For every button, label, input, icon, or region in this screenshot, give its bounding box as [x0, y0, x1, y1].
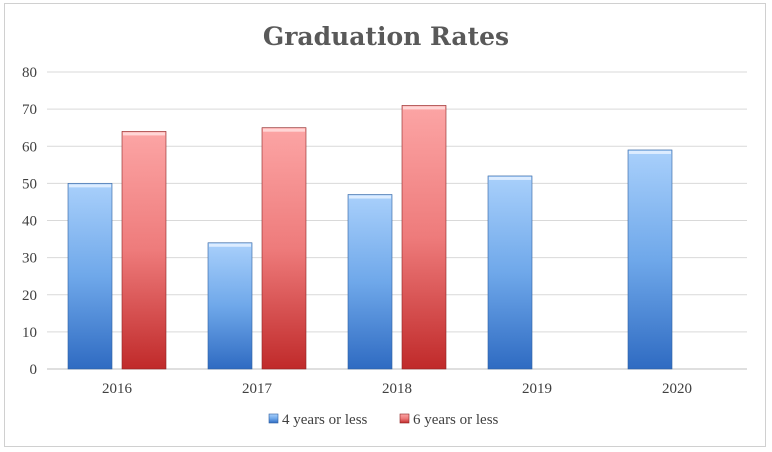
bar-six-year-2016: [121, 131, 167, 370]
x-tick-label: 2016: [102, 381, 133, 397]
x-axis: 2016 2017 2018 2019 2020: [102, 381, 692, 397]
legend: 4 years or less 6 years or less: [268, 412, 499, 428]
bar-top-highlight: [629, 150, 671, 154]
bars: [67, 105, 673, 370]
y-tick-label: 40: [22, 214, 37, 230]
bar-top-highlight: [263, 128, 305, 132]
bar-four-year-2017: [207, 242, 253, 370]
y-tick-label: 60: [22, 139, 37, 155]
y-tick-label: 70: [22, 102, 37, 118]
y-tick-label: 0: [30, 362, 38, 378]
bar-top-highlight: [489, 176, 531, 180]
bar-top-highlight: [403, 106, 445, 110]
bar-top-highlight: [69, 184, 111, 188]
y-tick-label: 20: [22, 288, 37, 304]
chart-title: Graduation Rates: [263, 22, 509, 51]
x-tick-label: 2018: [382, 381, 412, 397]
legend-swatch-six-year: [399, 413, 410, 424]
legend-swatch-four-year: [268, 413, 279, 424]
bar-four-year-2019: [487, 175, 533, 370]
legend-label-six-year: 6 years or less: [413, 412, 499, 428]
bar-top-highlight: [349, 195, 391, 199]
y-tick-label: 80: [22, 65, 37, 81]
bar-top-highlight: [209, 243, 251, 247]
bar-four-year-2020: [627, 149, 673, 370]
y-tick-label: 10: [22, 325, 37, 341]
bar-six-year-2018: [401, 105, 447, 370]
x-tick-label: 2017: [242, 381, 273, 397]
bar-four-year-2016: [67, 183, 113, 370]
y-tick-label: 30: [22, 251, 37, 267]
bar-six-year-2017: [261, 127, 307, 370]
y-axis: 0 10 20 30 40 50 60 70 80: [22, 65, 37, 378]
legend-label-four-year: 4 years or less: [282, 412, 368, 428]
chart-frame: Graduation Rates 0 10 20 30 40 50 60 70 80 2016 2…: [4, 3, 766, 447]
bar-four-year-2018: [347, 194, 393, 370]
x-tick-label: 2020: [662, 381, 692, 397]
x-tick-label: 2019: [522, 381, 552, 397]
bar-top-highlight: [123, 132, 165, 136]
y-tick-label: 50: [22, 176, 37, 192]
